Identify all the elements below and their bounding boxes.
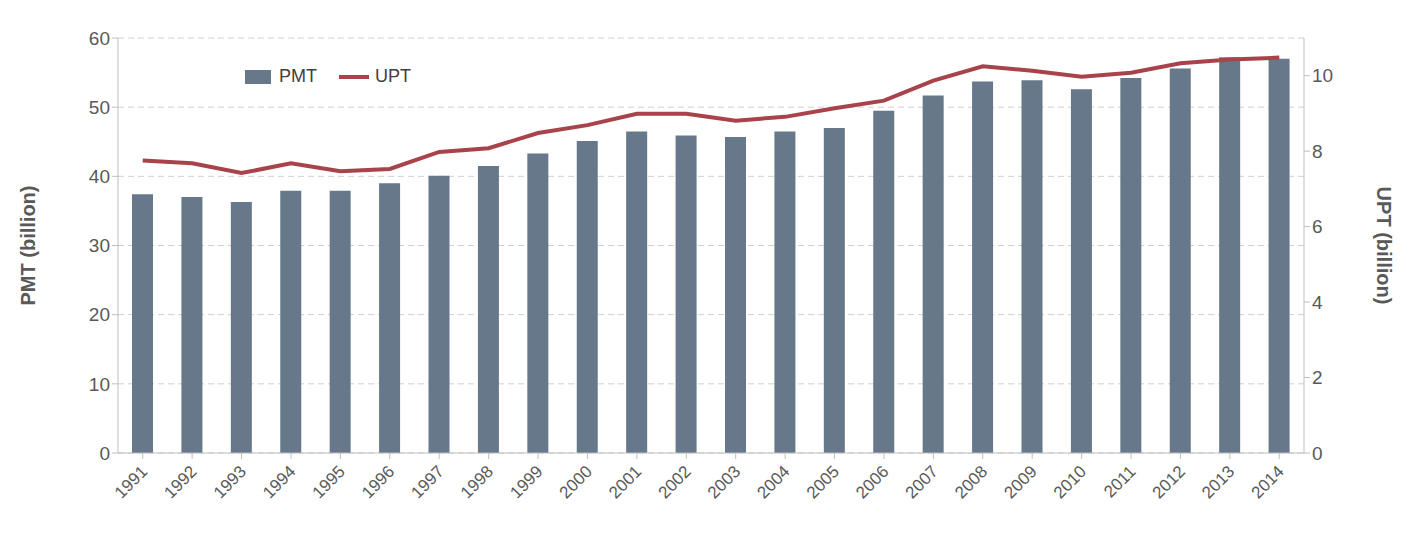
svg-text:1994: 1994: [259, 462, 299, 502]
svg-text:40: 40: [89, 166, 110, 187]
svg-text:2008: 2008: [951, 462, 991, 502]
svg-text:2003: 2003: [704, 462, 744, 502]
svg-text:1997: 1997: [408, 462, 448, 502]
svg-text:0: 0: [1312, 443, 1323, 464]
svg-text:2002: 2002: [655, 462, 695, 502]
svg-text:2013: 2013: [1198, 462, 1238, 502]
svg-text:2009: 2009: [1001, 462, 1041, 502]
svg-text:2007: 2007: [902, 462, 942, 502]
svg-text:2006: 2006: [852, 462, 892, 502]
svg-text:2001: 2001: [605, 462, 645, 502]
svg-text:50: 50: [89, 97, 110, 118]
html-text:UPT: UPT: [375, 66, 411, 86]
svg-text:2014: 2014: [1248, 462, 1288, 502]
svg-text:1991: 1991: [111, 462, 151, 502]
svg-text:10: 10: [1312, 65, 1333, 86]
svg-text:2010: 2010: [1050, 462, 1090, 502]
svg-text:2005: 2005: [803, 462, 843, 502]
svg-text:1999: 1999: [506, 462, 546, 502]
svg-text:PMT (billion): PMT (billion): [17, 186, 39, 306]
svg-text:8: 8: [1312, 141, 1323, 162]
svg-text:1998: 1998: [457, 462, 497, 502]
svg-text:1992: 1992: [160, 462, 200, 502]
svg-text:2011: 2011: [1100, 462, 1139, 501]
svg-text:1993: 1993: [210, 462, 250, 502]
svg-text:2012: 2012: [1149, 462, 1189, 502]
svg-text:2: 2: [1312, 367, 1323, 388]
svg-text:20: 20: [89, 304, 110, 325]
svg-text:2004: 2004: [753, 462, 793, 502]
svg-text:2000: 2000: [556, 462, 596, 502]
svg-text:UPT (billion): UPT (billion): [1373, 187, 1395, 305]
html-text:PMT: PMT: [279, 66, 317, 86]
svg-text:6: 6: [1312, 216, 1323, 237]
svg-text:10: 10: [89, 374, 110, 395]
svg-text:1995: 1995: [309, 462, 349, 502]
svg-text:30: 30: [89, 235, 110, 256]
svg-text:0: 0: [99, 443, 110, 464]
svg-text:1996: 1996: [358, 462, 398, 502]
svg-text:4: 4: [1312, 292, 1323, 313]
svg-text:60: 60: [89, 28, 110, 49]
